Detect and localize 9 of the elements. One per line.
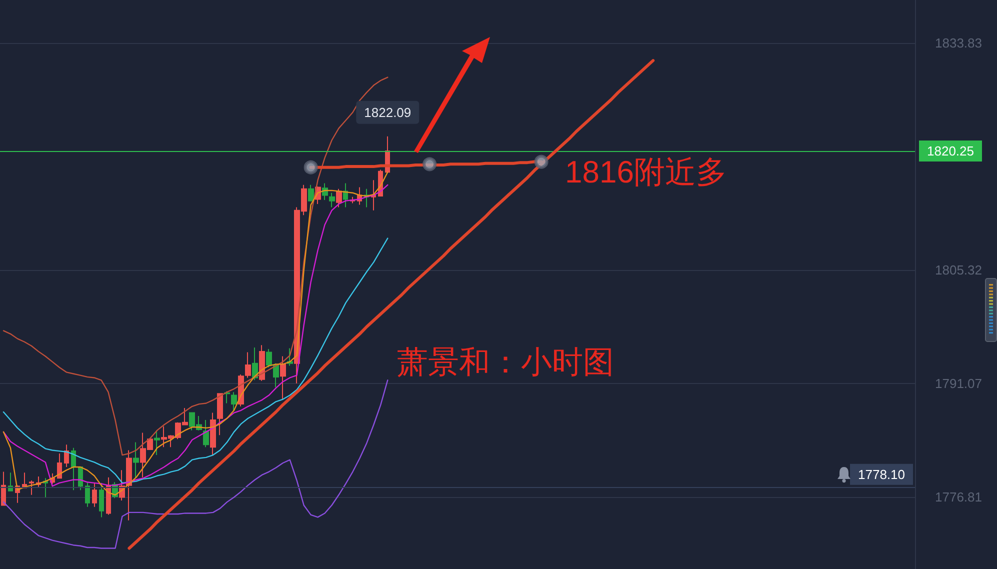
ref-line-label: 1778.10 bbox=[858, 466, 905, 482]
y-tick-label: 1791.07 bbox=[935, 376, 982, 392]
y-tick-label: 1833.83 bbox=[935, 35, 982, 50]
annotation: 萧景和：小时图 bbox=[397, 344, 614, 380]
annotation: 1822.09 bbox=[364, 104, 412, 120]
annotation: 1816附近多 bbox=[565, 154, 727, 190]
y-tick-label: 1776.81 bbox=[935, 490, 982, 505]
ref-line-label: 1820.25 bbox=[927, 144, 974, 159]
y-tick-label: 1805.32 bbox=[935, 262, 982, 278]
